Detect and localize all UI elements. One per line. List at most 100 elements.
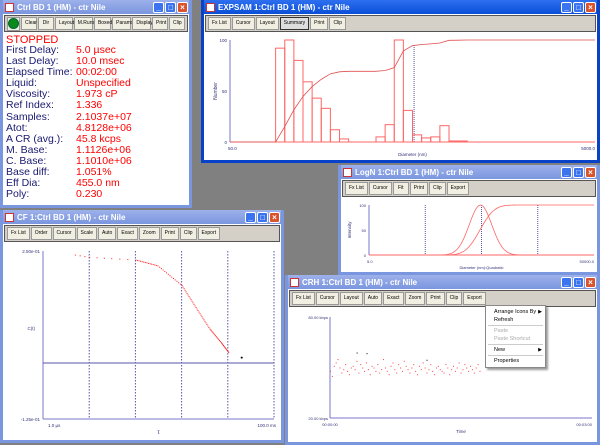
- y-tick-label: 80.00 kbps: [308, 315, 328, 320]
- export-button[interactable]: Export: [463, 292, 486, 305]
- scale-button[interactable]: Scale: [76, 227, 98, 240]
- data-point: [471, 369, 473, 371]
- params-button[interactable]: Params: [112, 17, 133, 30]
- title-bar[interactable]: LogN 1:Ctrl BD 1 (HM) - ctr Nile _ □ ×: [341, 165, 597, 179]
- clip-button[interactable]: Clip: [329, 17, 347, 30]
- parameter-row: M. Base: 1.1126e+06: [3, 144, 189, 156]
- minimize-button[interactable]: _: [561, 166, 572, 178]
- cursor-point[interactable]: [240, 356, 243, 359]
- print-button[interactable]: Print: [160, 227, 179, 240]
- data-point: [335, 362, 337, 364]
- menu-item-new[interactable]: New ▶: [486, 346, 545, 354]
- x-axis-label: Diameter (nm):Quadratic: [459, 265, 503, 270]
- minimize-button[interactable]: _: [245, 211, 256, 223]
- menu-item-refresh[interactable]: Refresh: [486, 316, 545, 324]
- data-point: [354, 369, 356, 371]
- fx-list-button[interactable]: Fx List: [208, 17, 231, 30]
- histogram-bar: [329, 129, 340, 143]
- clip-button[interactable]: Clip: [429, 182, 446, 195]
- clip-button[interactable]: Clip: [179, 227, 197, 240]
- y-axis-label: Intensity: [347, 221, 352, 239]
- maximize-button[interactable]: □: [165, 1, 176, 13]
- data-point: [475, 367, 477, 369]
- layout-button[interactable]: Layout: [255, 17, 279, 30]
- exact-button[interactable]: Exact: [117, 227, 138, 240]
- fx-list-button[interactable]: Fx List: [292, 292, 315, 305]
- close-button[interactable]: ×: [585, 166, 596, 178]
- data-point: [214, 334, 216, 336]
- parameter-row: Elapsed Time: 00:02:00: [3, 67, 189, 78]
- data-point: [379, 372, 381, 374]
- data-point: [477, 364, 479, 366]
- fx-list-button[interactable]: Fx List: [345, 182, 368, 195]
- maximize-button[interactable]: □: [573, 276, 584, 288]
- data-point: [189, 297, 191, 299]
- display-button[interactable]: Display: [132, 17, 153, 30]
- zoom-button[interactable]: Zoom: [138, 227, 160, 240]
- data-point: [172, 278, 174, 280]
- data-point: [330, 370, 331, 372]
- zoom-button[interactable]: Zoom: [404, 292, 426, 305]
- data-point: [452, 365, 454, 367]
- menu-item-properties[interactable]: Properties: [486, 357, 545, 365]
- data-point: [364, 370, 366, 372]
- menu-item-arrange-icons-by[interactable]: Arrange Icons By ▶: [486, 308, 545, 316]
- clear-button[interactable]: Clear: [21, 17, 37, 30]
- maximize-button[interactable]: □: [573, 1, 584, 13]
- dir-button[interactable]: Dir: [38, 17, 54, 30]
- minimize-button[interactable]: _: [153, 1, 164, 13]
- order-button[interactable]: Order: [30, 227, 52, 240]
- parameter-value: 5.0 µsec: [76, 44, 116, 56]
- close-button[interactable]: ×: [585, 1, 596, 13]
- data-point: [371, 365, 373, 367]
- layout-button[interactable]: Layout: [339, 292, 363, 305]
- window-title: LogN 1:Ctrl BD 1 (HM) - ctr Nile: [355, 167, 474, 177]
- data-point: [411, 367, 413, 369]
- exact-button[interactable]: Exact: [383, 292, 404, 305]
- clip-button[interactable]: Clip: [445, 292, 463, 305]
- title-bar[interactable]: CF 1:Ctrl BD 1 (HM) - ctr Nile _ □ ×: [3, 210, 281, 224]
- data-point: [179, 283, 181, 285]
- print-button[interactable]: Print: [426, 292, 445, 305]
- maximize-button[interactable]: □: [573, 166, 584, 178]
- data-point: [365, 362, 367, 364]
- data-point: [388, 374, 390, 376]
- minimize-button[interactable]: _: [561, 276, 572, 288]
- cursor-button[interactable]: Cursor: [231, 17, 255, 30]
- close-button[interactable]: ×: [177, 1, 188, 13]
- parameter-value: 10.0 msec: [76, 55, 125, 68]
- data-point: [454, 370, 456, 372]
- data-point: [451, 369, 453, 371]
- layout-button[interactable]: Layout: [55, 17, 74, 30]
- close-button[interactable]: ×: [585, 276, 596, 288]
- auto-button[interactable]: Auto: [98, 227, 117, 240]
- fit-button[interactable]: Fit: [392, 182, 409, 195]
- close-button[interactable]: ×: [269, 211, 280, 223]
- cursor-button[interactable]: Cursor: [315, 292, 339, 305]
- parameter-row: Base diff: 1.051%: [3, 166, 189, 178]
- print-button[interactable]: Print: [409, 182, 429, 195]
- data-point: [222, 344, 224, 346]
- export-button[interactable]: Export: [197, 227, 220, 240]
- export-button[interactable]: Export: [446, 182, 470, 195]
- clip-button[interactable]: Clip: [169, 17, 185, 30]
- m-runs-button[interactable]: M.Runs: [73, 17, 95, 30]
- print-button[interactable]: Print: [310, 17, 329, 30]
- minimize-button[interactable]: _: [561, 1, 572, 13]
- title-bar[interactable]: Ctrl BD 1 (HM) - ctr Nile _ □ ×: [3, 0, 189, 14]
- maximize-button[interactable]: □: [257, 211, 268, 223]
- print-button[interactable]: Print: [152, 17, 168, 30]
- boxed-button[interactable]: Boxed: [93, 17, 112, 30]
- summary-button[interactable]: Summary: [279, 17, 310, 30]
- title-bar[interactable]: CRH 1:Ctrl BD 1 (HM) - ctr Nile _ □ ×: [288, 275, 597, 289]
- fx-list-button[interactable]: Fx List: [7, 227, 30, 240]
- data-point: [458, 362, 460, 364]
- data-point: [169, 275, 171, 277]
- cursor-button[interactable]: Cursor: [52, 227, 76, 240]
- title-bar[interactable]: EXPSAM 1:Ctrl BD 1 (HM) - ctr Nile _ □ ×: [204, 0, 597, 14]
- start-button[interactable]: [7, 16, 20, 31]
- parameter-row: Eff Dia: 455.0 nm: [3, 178, 189, 189]
- data-point: [209, 328, 211, 330]
- auto-button[interactable]: Auto: [363, 292, 383, 305]
- cursor-button[interactable]: Cursor: [368, 182, 392, 195]
